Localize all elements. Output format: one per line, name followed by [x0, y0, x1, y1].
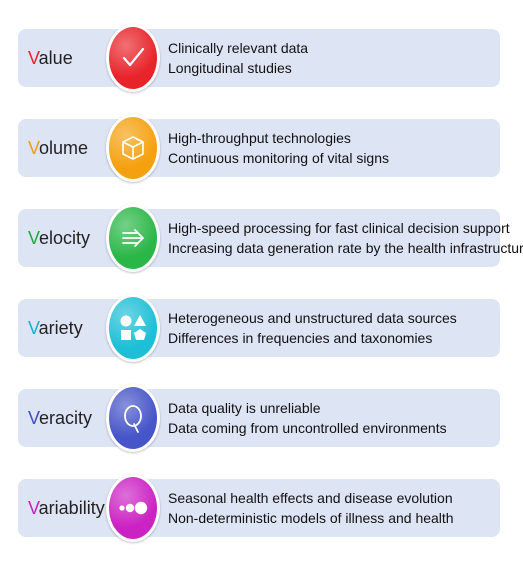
row-description: High-speed processing for fast clinical …: [168, 209, 523, 267]
row-value: Value Clinically relevant data Longitudi…: [12, 24, 500, 116]
row-description: Data quality is unreliable Data coming f…: [168, 389, 447, 447]
shapes-icon: [120, 315, 146, 340]
description-line: Differences in frequencies and taxonomie…: [168, 330, 433, 346]
row-band: [18, 209, 500, 267]
description-line: Continuous monitoring of vital signs: [168, 150, 390, 166]
term-label: Value: [28, 29, 73, 87]
checkmark-icon: [122, 47, 145, 67]
term-label: Volume: [28, 119, 88, 177]
variety-circle: [106, 294, 160, 362]
term-initial: V: [28, 318, 39, 338]
term-initial: V: [28, 408, 40, 428]
magnifier-q-icon: [124, 405, 142, 433]
dots-icon: [119, 501, 148, 515]
row-velocity: Velocity High-speed processing for fast …: [12, 204, 523, 296]
description-line: High-speed processing for fast clinical …: [168, 220, 510, 236]
term-initial: V: [28, 48, 39, 68]
veracity-circle: [106, 384, 160, 452]
cube-icon: [122, 136, 144, 160]
term-initial: V: [28, 138, 40, 158]
description-line: Seasonal health effects and disease evol…: [168, 490, 453, 506]
term-label: Veracity: [28, 389, 92, 447]
row-veracity: Veracity Data quality is unreliable Data…: [12, 384, 500, 476]
row-volume: Volume High-throughput technologies Cont…: [12, 114, 500, 206]
description-line: Increasing data generation rate by the h…: [168, 240, 523, 256]
speed-arrow-icon: [122, 229, 144, 247]
term-rest: alue: [38, 48, 73, 68]
term-initial: V: [28, 228, 40, 248]
description-line: Clinically relevant data: [168, 40, 309, 56]
description-line: Data quality is unreliable: [168, 400, 321, 416]
row-band: [18, 389, 500, 447]
term-label: Variety: [28, 299, 83, 357]
term-rest: eracity: [39, 408, 93, 428]
term-rest: ariety: [38, 318, 83, 338]
row-description: High-throughput technologies Continuous …: [168, 119, 389, 177]
row-band: [18, 119, 500, 177]
term-rest: ariability: [38, 498, 105, 518]
row-variety: Variety Heterogeneous and unstructured d…: [12, 294, 500, 386]
row-band: [18, 299, 500, 357]
description-line: Data coming from uncontrolled environmen…: [168, 420, 447, 436]
row-description: Heterogeneous and unstructured data sour…: [168, 299, 457, 357]
velocity-circle: [106, 204, 160, 272]
term-label: Velocity: [28, 209, 90, 267]
description-line: Heterogeneous and unstructured data sour…: [168, 310, 457, 326]
value-circle: [106, 24, 160, 92]
term-initial: V: [28, 498, 39, 518]
row-variability: Variability Seasonal health effects and …: [12, 474, 500, 566]
term-rest: olume: [39, 138, 89, 158]
row-description: Seasonal health effects and disease evol…: [168, 479, 454, 537]
description-line: Non-deterministic models of illness and …: [168, 510, 454, 526]
term-label: Variability: [28, 479, 105, 537]
description-line: High-throughput technologies: [168, 130, 351, 146]
term-rest: elocity: [39, 228, 91, 248]
v-characteristics-list: Value Clinically relevant data Longitudi…: [12, 24, 523, 566]
row-band: [18, 479, 500, 537]
row-band: [18, 29, 500, 87]
volume-circle: [106, 114, 160, 182]
description-line: Longitudinal studies: [168, 60, 292, 76]
variability-circle: [106, 474, 160, 542]
row-description: Clinically relevant data Longitudinal st…: [168, 29, 308, 87]
